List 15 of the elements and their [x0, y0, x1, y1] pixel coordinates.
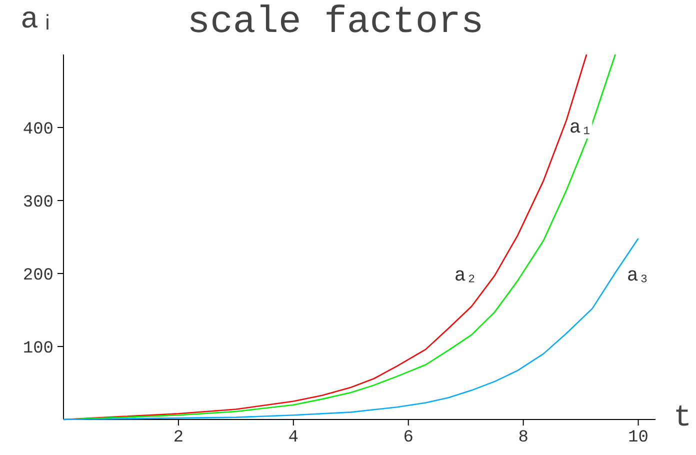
x-axis-title: t [674, 402, 692, 436]
y-tick-label: 200 [22, 266, 54, 286]
x-tick-label: 4 [288, 428, 299, 448]
y-axis-title: aᵢ [20, 4, 57, 38]
annotation: a₁ [569, 116, 592, 138]
y-tick-label: 100 [22, 340, 54, 358]
y-tick-label: 400 [22, 120, 54, 140]
annotation: a₂ [454, 264, 478, 287]
y-tick-label: 300 [22, 194, 54, 212]
chart-title: scale factors [187, 1, 484, 44]
x-tick-label: 2 [173, 428, 184, 448]
x-tick-label: 6 [403, 428, 414, 448]
annotation: a₃ [626, 264, 650, 287]
x-tick-label: 8 [518, 428, 528, 448]
x-tick-label: 10 [628, 428, 648, 448]
